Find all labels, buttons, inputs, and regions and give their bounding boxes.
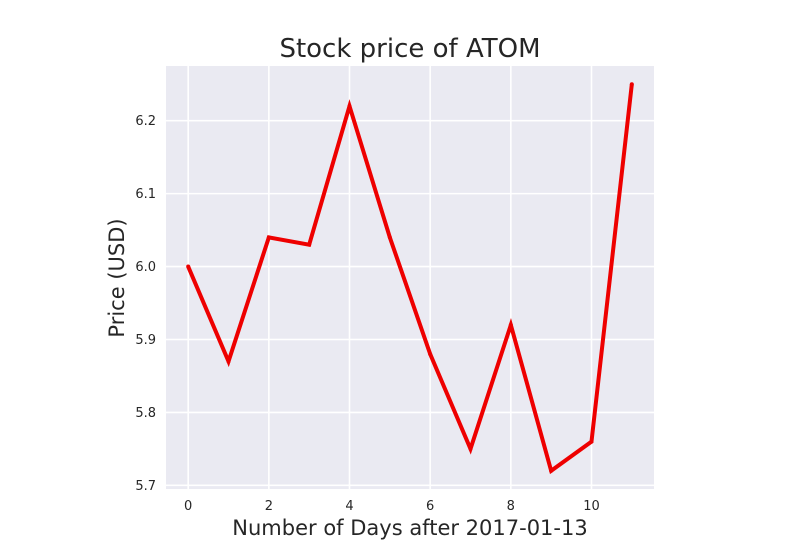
data-point <box>226 359 231 364</box>
data-point <box>347 104 352 109</box>
y-tick-label: 5.7 <box>135 479 156 494</box>
x-tick-label: 0 <box>184 499 192 514</box>
x-tick-label: 8 <box>507 499 515 514</box>
data-point <box>468 446 473 451</box>
y-axis-label: Price (USD) <box>105 218 129 337</box>
x-axis-ticks: 0 2 4 6 8 10 <box>184 499 600 514</box>
y-tick-label: 6.1 <box>135 187 156 202</box>
data-point <box>387 235 392 240</box>
x-tick-label: 10 <box>583 499 600 514</box>
y-tick-label: 5.8 <box>135 406 156 421</box>
y-tick-label: 5.9 <box>135 333 156 348</box>
y-axis-ticks: 5.7 5.8 5.9 6.0 6.1 6.2 <box>135 114 156 494</box>
x-tick-label: 2 <box>265 499 273 514</box>
data-point <box>307 242 312 247</box>
plot-area <box>166 66 654 489</box>
x-tick-label: 6 <box>426 499 434 514</box>
y-tick-label: 6.2 <box>135 114 156 129</box>
grid-lines <box>166 66 654 489</box>
series-line-atom <box>186 84 634 475</box>
data-point <box>629 82 634 87</box>
data-point <box>266 235 271 240</box>
data-point <box>589 439 594 444</box>
x-tick-label: 4 <box>345 499 353 514</box>
series-layer <box>186 82 634 475</box>
data-point <box>508 322 513 327</box>
x-axis-label: Number of Days after 2017-01-13 <box>232 516 587 540</box>
data-point <box>186 264 191 269</box>
data-point <box>428 352 433 357</box>
data-point <box>549 468 554 473</box>
chart-title: Stock price of ATOM <box>279 34 540 64</box>
y-tick-label: 6.0 <box>135 260 156 275</box>
